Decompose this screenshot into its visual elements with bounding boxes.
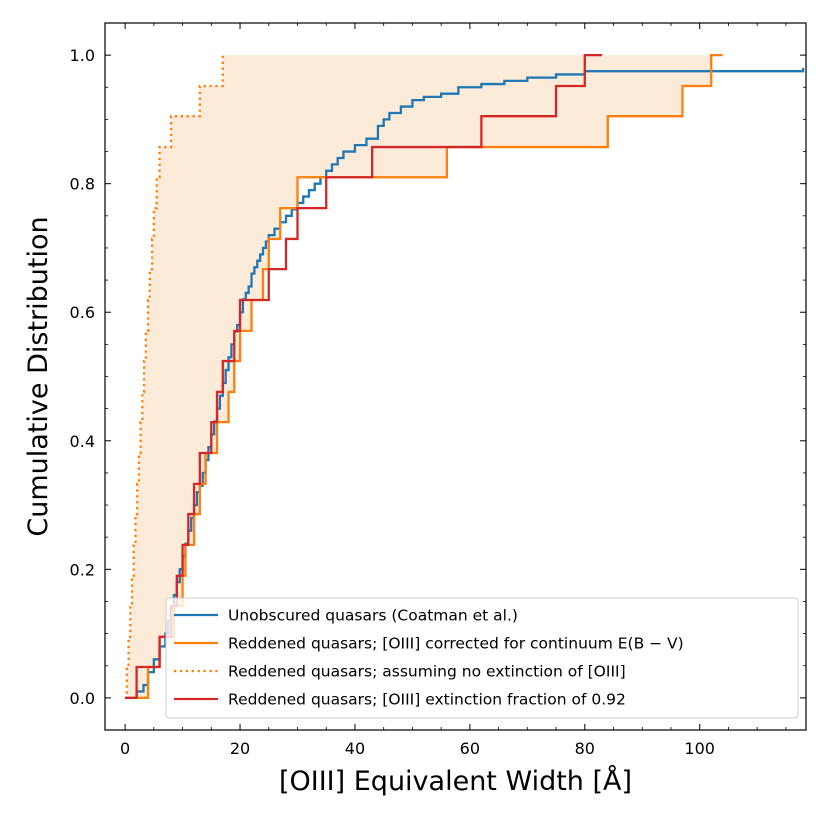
legend: Unobscured quasars (Coatman et al.) Redde… [165,597,799,719]
legend-label-1: Unobscured quasars (Coatman et al.) [228,607,518,625]
x-tick-label: 80 [575,739,595,758]
y-tick-label: 0.6 [70,303,95,322]
y-tick-label: 0.2 [70,560,95,579]
tick-layer: 0 20 40 60 80 100 0.0 0.2 0.4 0.6 0.8 1.0 [70,23,806,758]
x-tick-label: 60 [460,739,480,758]
x-axis-label: [OIII] Equivalent Width [Å] [279,765,632,797]
y-tick-label: 0.4 [70,432,95,451]
y-tick-label: 1.0 [70,46,95,65]
x-tick-label: 20 [230,739,250,758]
legend-label-3: Reddened quasars; assuming no extinction… [228,663,626,681]
x-tick-label: 100 [684,739,715,758]
x-tick-label: 40 [345,739,365,758]
x-tick-label: 0 [120,739,130,758]
legend-label-2: Reddened quasars; [OIII] corrected for c… [228,635,684,653]
shaded-region [125,55,723,698]
legend-label-4: Reddened quasars; [OIII] extinction frac… [228,691,626,709]
y-tick-label: 0.0 [70,689,95,708]
legend-box [165,597,799,719]
y-axis-label: Cumulative Distribution [23,216,54,536]
legend-items: Unobscured quasars (Coatman et al.) Redde… [174,607,684,709]
y-tick-label: 0.8 [70,175,95,194]
uncertainty-band [125,55,723,698]
